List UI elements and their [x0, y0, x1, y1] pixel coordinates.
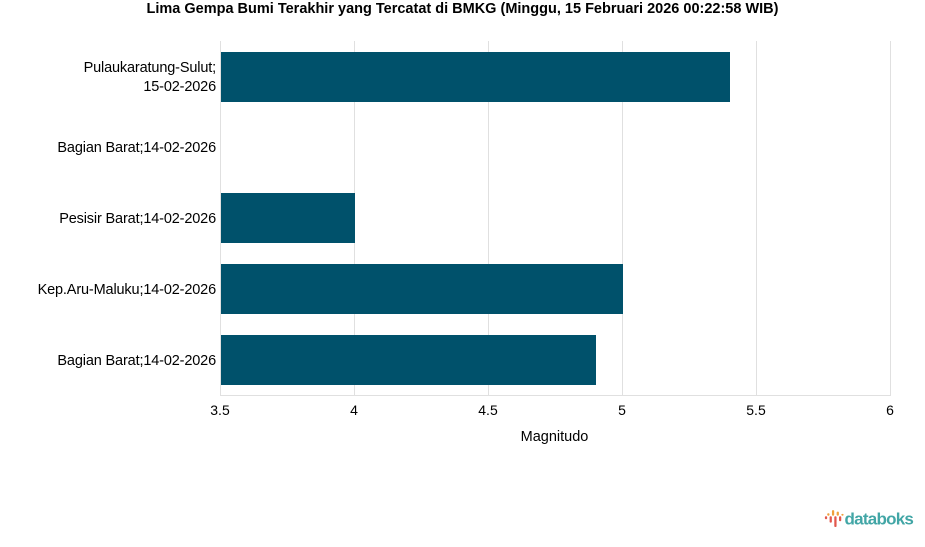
svg-text:databoks: databoks [845, 510, 914, 529]
